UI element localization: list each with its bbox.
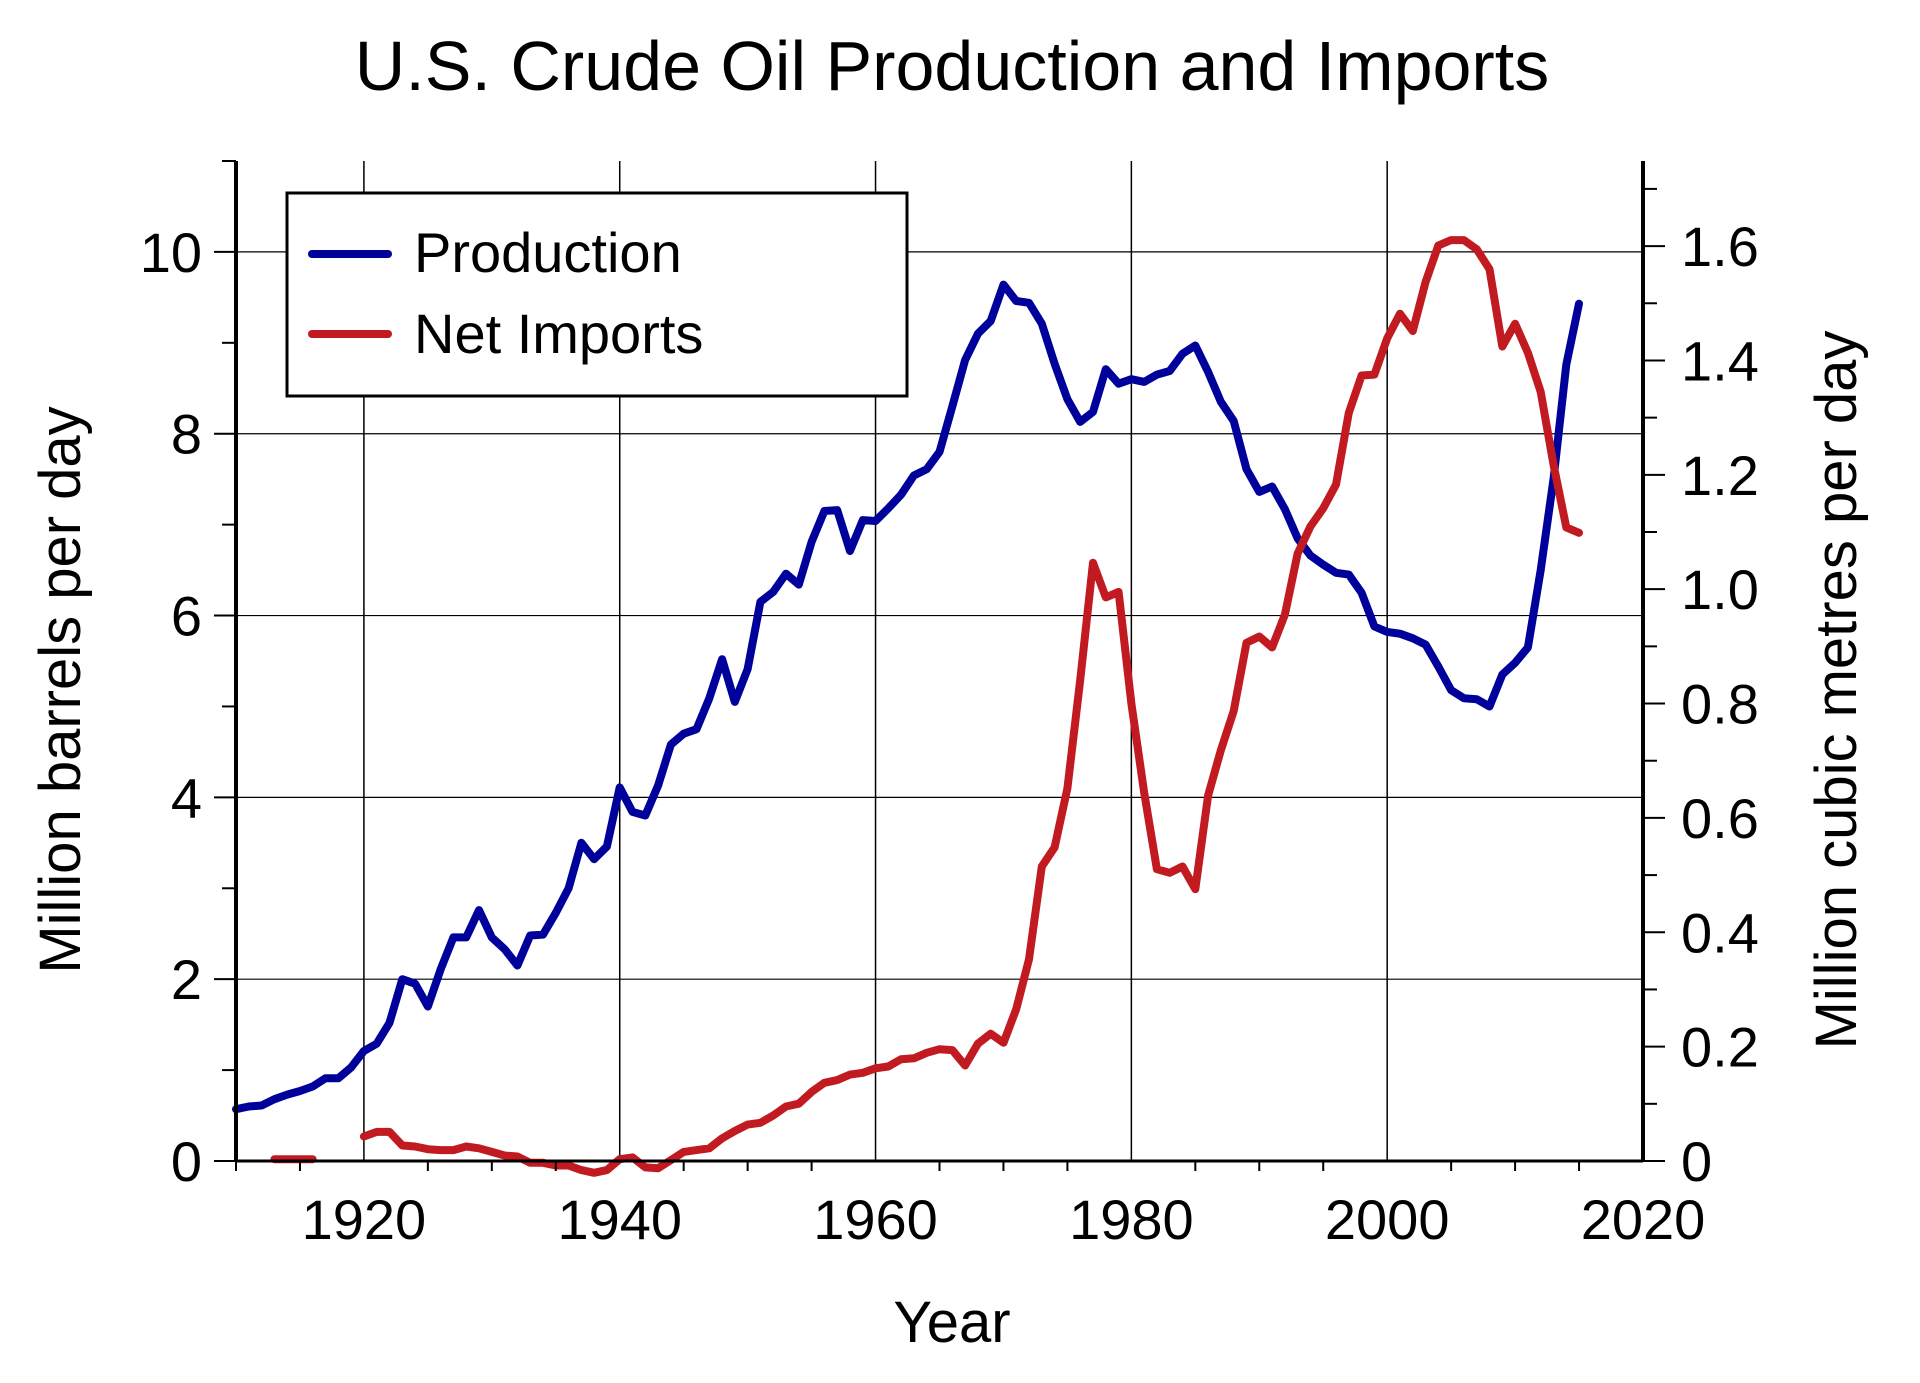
series-net-imports-line — [359, 236, 1583, 1177]
legend: Production Net Imports — [285, 191, 909, 398]
y-tick-label: 6 — [171, 585, 202, 648]
y2-tick-label: 0.6 — [1681, 787, 1759, 850]
y2-tick-label: 0.8 — [1681, 673, 1759, 736]
y-axis-label: Million barrels per day — [28, 406, 93, 973]
y-tick-label: 10 — [140, 221, 202, 284]
y2-axis-label: Million cubic metres per day — [1804, 331, 1869, 1050]
legend-label-production: Production — [414, 221, 682, 284]
y2-tick-label: 1.6 — [1681, 215, 1759, 278]
x-tick-label: 2020 — [1581, 1188, 1706, 1251]
y-tick-label: 8 — [171, 403, 202, 466]
chart-title: U.S. Crude Oil Production and Imports — [355, 27, 1549, 105]
y-tick-label: 4 — [171, 766, 202, 829]
y2-tick-label: 1.2 — [1681, 444, 1759, 507]
legend-box — [285, 191, 909, 398]
legend-label-net-imports: Net Imports — [414, 302, 703, 365]
x-tick-label: 1940 — [557, 1188, 682, 1251]
y2-tick-label: 0.2 — [1681, 1016, 1759, 1079]
x-tick-label: 1920 — [302, 1188, 427, 1251]
x-tick-label: 1960 — [813, 1188, 938, 1251]
series-layer — [232, 236, 1583, 1177]
series-production-line — [232, 280, 1583, 1114]
y2-tick-label: 1.0 — [1681, 558, 1759, 621]
x-axis-label: Year — [893, 1290, 1010, 1355]
ticks-layer: 1920 1940 1960 1980 2000 2020024681000.20.40.… — [140, 160, 1759, 1251]
x-tick-label: 2000 — [1325, 1188, 1450, 1251]
y2-tick-label: 0.4 — [1681, 901, 1759, 964]
y2-tick-label: 1.4 — [1681, 329, 1759, 392]
y-tick-label: 0 — [171, 1130, 202, 1193]
y2-tick-label: 0 — [1681, 1130, 1712, 1193]
y-tick-label: 2 — [171, 948, 202, 1011]
x-tick-label: 1980 — [1069, 1188, 1194, 1251]
